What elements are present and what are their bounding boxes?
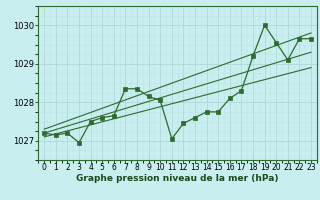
X-axis label: Graphe pression niveau de la mer (hPa): Graphe pression niveau de la mer (hPa) bbox=[76, 174, 279, 183]
